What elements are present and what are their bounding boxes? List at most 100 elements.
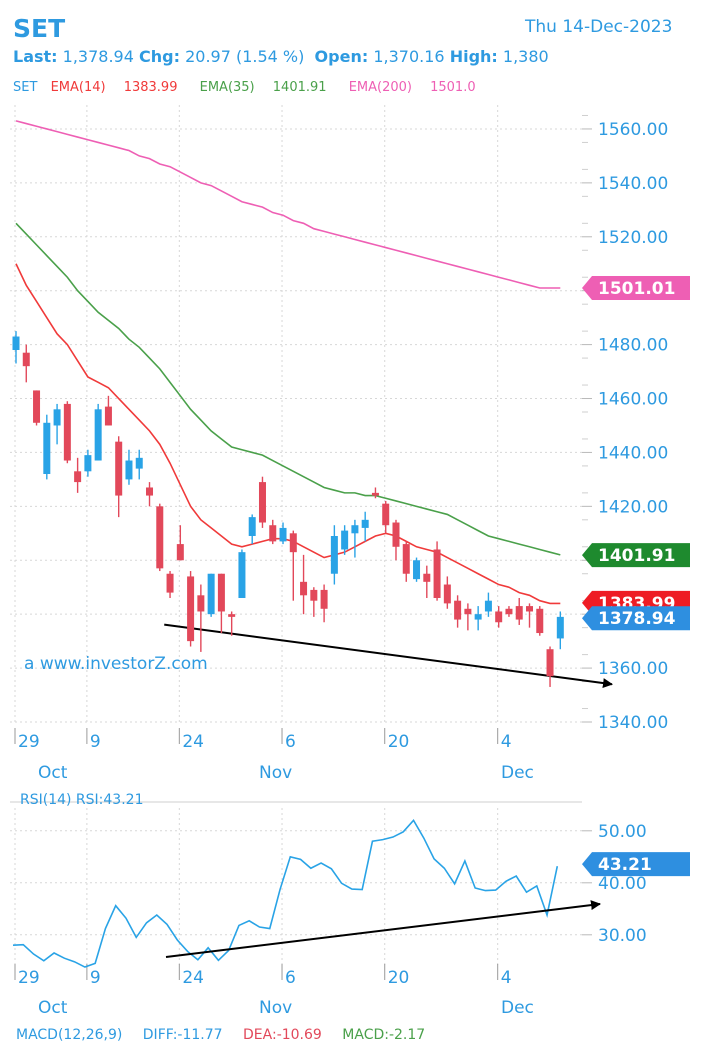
rsi-month-label: Dec	[501, 998, 534, 1018]
price-axis-label: 1540.00	[598, 174, 668, 194]
candle-up	[248, 517, 256, 536]
rsi-axis-label: 50.00	[598, 822, 647, 842]
macd-diff: DIFF:-11.77	[142, 1027, 223, 1043]
candle-down	[464, 608, 472, 615]
candle-up	[125, 460, 133, 480]
candle-down	[63, 403, 71, 461]
candle-down	[320, 589, 328, 609]
candle-up	[361, 519, 369, 528]
rsi-x-label: 29	[18, 968, 40, 988]
price-month-label: Oct	[38, 763, 68, 783]
ema35-line	[15, 222, 561, 556]
quote-date: Thu 14-Dec-2023	[525, 17, 673, 37]
price-axis-label: 1440.00	[598, 443, 668, 463]
chart-area: 1560.001540.001520.001500.001480.001460.…	[0, 100, 704, 1026]
candle-up	[43, 422, 51, 474]
candle-up	[556, 616, 564, 639]
open-value: 1,370.16	[373, 47, 445, 66]
price-axis-label: 1420.00	[598, 497, 668, 517]
chg-value: 20.97 (1.54 %)	[185, 47, 305, 66]
candle-up	[279, 527, 287, 542]
candle-down	[526, 606, 533, 612]
chart-header: SET Thu 14-Dec-2023 Last: 1,378.94 Chg: …	[0, 0, 704, 104]
price-x-label: 29	[18, 732, 40, 752]
close-price-tag-text: 1378.94	[598, 609, 676, 629]
macd-dea: DEA:-10.69	[243, 1027, 322, 1043]
candle-up	[238, 552, 246, 598]
candle-down	[269, 525, 277, 542]
candle-down	[371, 492, 379, 496]
price-chart-svg: 1560.001540.001520.001500.001480.001460.…	[10, 105, 690, 1018]
candle-down	[217, 573, 225, 612]
close-price-tag-shape	[582, 606, 690, 631]
candle-down	[258, 482, 266, 523]
candle-up	[84, 455, 92, 472]
watermark: a www.investorZ.com	[24, 654, 208, 674]
rsi-value-tag-text: 43.21	[598, 855, 652, 875]
ema200-line	[15, 120, 561, 289]
rsi-x-label: 24	[182, 968, 204, 988]
candle-down	[22, 352, 30, 367]
candle-down	[166, 573, 174, 593]
ema14-line	[15, 263, 561, 605]
candle-down	[515, 606, 523, 620]
candle-up	[351, 525, 359, 534]
symbol-title: SET	[13, 14, 66, 43]
legend-ema200-value: 1501.0	[430, 80, 476, 95]
rsi-value-tag: 43.21	[582, 852, 690, 877]
candle-down	[33, 390, 41, 423]
rsi-trendline-arrow	[165, 900, 601, 958]
candle-down	[115, 441, 123, 496]
ema35-price-tag-shape	[582, 543, 690, 568]
high-value: 1,380	[502, 47, 549, 66]
price-axis-label: 1520.00	[598, 228, 668, 248]
rsi-x-label: 20	[388, 968, 410, 988]
candle-down	[104, 406, 112, 426]
candle-down	[74, 471, 82, 483]
candle-up	[53, 409, 61, 426]
candle-down	[146, 487, 154, 496]
candle-down	[443, 584, 451, 604]
open-label: Open:	[314, 47, 369, 66]
macd-legend: MACD(12,26,9) DIFF:-11.77 DEA:-10.69 MAC…	[16, 1027, 441, 1043]
macd-value: MACD:-2.17	[342, 1027, 426, 1043]
candle-down	[382, 503, 390, 526]
price-axis-label: 1480.00	[598, 336, 668, 356]
candle-up	[341, 530, 349, 550]
rsi-axis-label: 40.00	[598, 874, 647, 894]
ema35-price-tag: 1401.91	[582, 543, 690, 568]
close-price-tag: 1378.94	[582, 606, 690, 631]
macd-label: MACD(12,26,9)	[16, 1027, 123, 1043]
legend-set: SET	[13, 80, 38, 95]
ema35-price-tag-text: 1401.91	[598, 546, 675, 566]
price-axis-label: 1460.00	[598, 390, 668, 410]
candle-down	[310, 589, 318, 601]
rsi-x-label: 4	[501, 968, 512, 988]
candle-down	[300, 581, 308, 596]
candle-down	[156, 506, 164, 569]
candle-down	[197, 595, 205, 612]
candle-up	[135, 457, 143, 469]
chg-label: Chg:	[139, 47, 180, 66]
rsi-month-label: Oct	[38, 998, 68, 1018]
price-x-label: 9	[90, 732, 101, 752]
candle-up	[474, 614, 482, 620]
candle-up	[330, 536, 338, 574]
rsi-month-label: Nov	[259, 998, 292, 1018]
last-label: Last:	[13, 47, 58, 66]
candle-down	[454, 600, 462, 620]
candle-down	[433, 549, 441, 598]
price-x-label: 6	[285, 732, 296, 752]
rsi-axis-label: 30.00	[598, 926, 647, 946]
price-month-label: Nov	[259, 763, 292, 783]
legend-ema14-label: EMA(14)	[50, 80, 106, 95]
price-x-label: 20	[388, 732, 410, 752]
rsi-line	[12, 819, 559, 968]
candle-up	[413, 560, 421, 580]
rsi-x-label: 6	[285, 968, 296, 988]
candle-up	[484, 600, 492, 612]
rsi-title: RSI(14) RSI:43.21	[20, 792, 143, 808]
indicator-legend: SET EMA(14) 1383.99 EMA(35) 1401.91 EMA(…	[13, 80, 485, 95]
rsi-x-label: 9	[90, 968, 101, 988]
candle-down	[176, 544, 184, 561]
